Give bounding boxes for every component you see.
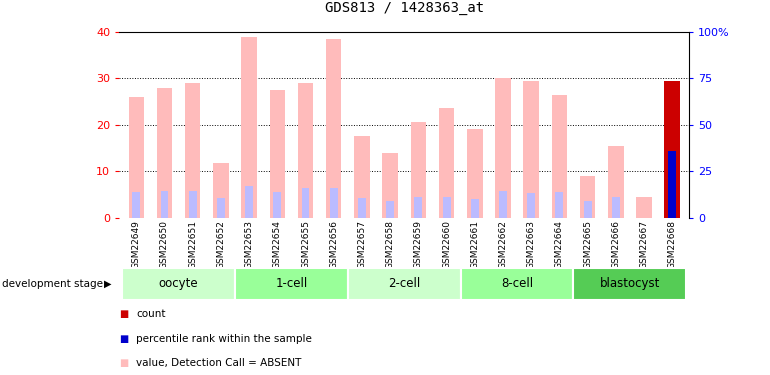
Text: GDS813 / 1428363_at: GDS813 / 1428363_at <box>325 1 484 15</box>
Bar <box>495 78 511 218</box>
Text: GSM22655: GSM22655 <box>301 220 310 269</box>
Text: 2-cell: 2-cell <box>388 277 420 290</box>
Text: GSM22667: GSM22667 <box>640 220 648 269</box>
Text: GSM22664: GSM22664 <box>555 220 564 269</box>
Text: 8-cell: 8-cell <box>501 277 533 290</box>
Bar <box>160 190 169 217</box>
Text: GSM22660: GSM22660 <box>442 220 451 269</box>
Text: GSM22661: GSM22661 <box>470 220 479 269</box>
Text: GSM22657: GSM22657 <box>357 220 367 269</box>
Bar <box>608 146 624 218</box>
Bar <box>217 198 225 217</box>
Bar <box>348 268 460 300</box>
Bar <box>499 190 507 217</box>
Bar <box>189 190 196 217</box>
Bar <box>383 153 398 218</box>
Bar <box>470 199 479 217</box>
Text: ■: ■ <box>119 358 129 368</box>
Text: GSM22656: GSM22656 <box>330 220 338 269</box>
Text: GSM22665: GSM22665 <box>583 220 592 269</box>
Text: GSM22668: GSM22668 <box>668 220 677 269</box>
Text: blastocyst: blastocyst <box>600 277 660 290</box>
Bar <box>387 201 394 217</box>
Text: percentile rank within the sample: percentile rank within the sample <box>136 334 312 344</box>
Text: ■: ■ <box>119 309 129 320</box>
Bar <box>273 192 281 217</box>
Bar <box>555 192 564 217</box>
Bar <box>443 197 450 217</box>
Bar <box>330 188 338 218</box>
Bar <box>245 186 253 218</box>
Text: GSM22650: GSM22650 <box>160 220 169 269</box>
Bar <box>460 268 574 300</box>
Bar <box>527 194 535 217</box>
Bar <box>129 97 144 218</box>
Bar <box>612 198 620 217</box>
Text: ■: ■ <box>119 334 129 344</box>
Text: GSM22652: GSM22652 <box>216 220 226 269</box>
Text: GSM22658: GSM22658 <box>386 220 395 269</box>
Bar <box>132 192 140 217</box>
Text: GSM22666: GSM22666 <box>611 220 621 269</box>
Text: GSM22653: GSM22653 <box>245 220 253 269</box>
Bar <box>580 176 595 218</box>
Bar <box>584 201 591 217</box>
Bar <box>439 108 454 217</box>
Text: GSM22654: GSM22654 <box>273 220 282 269</box>
Text: GSM22662: GSM22662 <box>498 220 507 269</box>
Bar <box>270 90 285 218</box>
Bar <box>467 129 483 218</box>
Text: GSM22651: GSM22651 <box>188 220 197 269</box>
Bar <box>354 136 370 218</box>
Bar <box>157 88 172 218</box>
Bar <box>668 151 676 217</box>
Bar <box>358 198 366 217</box>
Bar <box>410 122 426 218</box>
Bar <box>235 268 348 300</box>
Text: GSM22659: GSM22659 <box>413 220 423 269</box>
Bar <box>551 94 567 218</box>
Bar <box>636 196 651 217</box>
Bar <box>298 83 313 218</box>
Text: value, Detection Call = ABSENT: value, Detection Call = ABSENT <box>136 358 302 368</box>
Bar <box>302 188 310 218</box>
Bar <box>185 83 200 218</box>
Bar <box>524 81 539 218</box>
Bar <box>574 268 686 300</box>
Bar <box>414 198 422 217</box>
Bar <box>665 81 680 218</box>
Text: GSM22649: GSM22649 <box>132 220 141 269</box>
Text: GSM22663: GSM22663 <box>527 220 536 269</box>
Text: count: count <box>136 309 166 320</box>
Text: development stage: development stage <box>2 279 102 289</box>
Bar <box>213 163 229 218</box>
Text: 1-cell: 1-cell <box>276 277 307 290</box>
Text: ▶: ▶ <box>104 279 112 289</box>
Text: oocyte: oocyte <box>159 277 199 290</box>
Bar <box>122 268 235 300</box>
Bar <box>241 36 257 218</box>
Bar <box>326 39 341 218</box>
